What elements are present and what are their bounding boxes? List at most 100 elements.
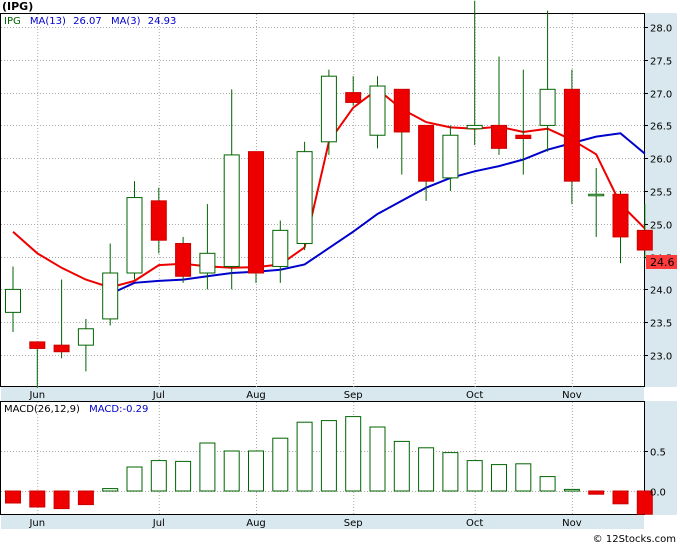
candle	[248, 151, 264, 283]
last-price-marker	[646, 255, 677, 269]
candle	[515, 69, 532, 175]
candle-body-up	[296, 151, 313, 244]
candle-body-down	[515, 134, 532, 140]
macd-bar-positive	[563, 488, 580, 492]
candle	[466, 0, 483, 146]
macd-bar-positive	[442, 452, 459, 492]
candle-body-down	[418, 124, 435, 182]
price-y-axis	[645, 13, 677, 387]
macd-bar-negative	[588, 490, 605, 495]
candle	[369, 76, 386, 149]
candle-body-down	[248, 151, 264, 274]
macd-bar-positive	[345, 416, 362, 492]
macd-legend: MACD(26,12,9) MACD:-0.29	[4, 404, 148, 415]
price-tick-label: 23.0	[650, 352, 672, 363]
price-tick-label: 26.5	[650, 122, 672, 133]
month-label: Aug	[246, 518, 266, 529]
macd-bar-positive	[296, 421, 313, 492]
candle-body-down	[612, 193, 629, 238]
month-label: Jul	[152, 390, 165, 401]
candle-body-up	[223, 154, 240, 267]
macd-bar-positive	[175, 460, 192, 492]
macd-bar-positive	[150, 460, 167, 492]
macd-bar-negative	[77, 490, 94, 506]
month-label: Nov	[562, 518, 582, 529]
candle	[296, 141, 313, 251]
price-legend: IPG MA(13) 26.07 MA(3) 24.93	[4, 16, 176, 27]
legend-ma13-value: 26.07	[73, 16, 102, 27]
candle	[418, 124, 435, 201]
legend-ma3: MA(3)	[111, 16, 141, 27]
price-panel	[0, 13, 645, 387]
price-tick-label: 26.0	[650, 155, 672, 166]
macd-bar-positive	[126, 466, 143, 492]
candle-body-up	[77, 328, 94, 346]
macd-bar-positive	[466, 460, 483, 492]
candle-body-up	[539, 88, 556, 126]
month-label: Sep	[344, 390, 363, 401]
macd-bar-positive	[539, 476, 556, 492]
candle-body-up	[320, 75, 337, 143]
candle-body-down	[563, 88, 580, 182]
candle-body-up	[442, 134, 459, 179]
macd-bar-positive	[418, 447, 435, 492]
candle	[77, 318, 94, 372]
macd-bar-positive	[199, 442, 216, 492]
candle-body-up	[102, 272, 119, 320]
macd-bar-negative	[53, 490, 70, 510]
watermark: © 12Stocks.com	[593, 534, 676, 545]
price-tick-label: 23.5	[650, 319, 672, 330]
legend-ipg: IPG	[4, 16, 21, 27]
month-label: Sep	[344, 518, 363, 529]
candle-body-up	[5, 288, 21, 313]
macd-bar-positive	[393, 440, 410, 492]
macd-tick-label: 0.5	[650, 448, 666, 459]
candle-body-down	[29, 341, 46, 349]
price-tick-label: 25.5	[650, 188, 672, 199]
candle-body-down	[636, 229, 653, 251]
candle	[29, 341, 46, 388]
candle	[150, 187, 167, 254]
candle-body-up	[272, 229, 289, 267]
candle	[175, 236, 192, 283]
price-tick-label: 25.0	[650, 221, 672, 232]
month-label: Nov	[562, 390, 582, 401]
macd-bar-negative	[612, 490, 629, 505]
candle	[491, 56, 507, 155]
month-label: Oct	[466, 390, 483, 401]
candle	[612, 191, 629, 264]
macd-bar-positive	[515, 463, 532, 492]
candle-body-up	[466, 124, 483, 130]
candle	[345, 76, 362, 106]
legend-macd-value: MACD:-0.29	[89, 404, 148, 415]
candle-body-down	[150, 200, 167, 241]
candle-body-down	[175, 242, 192, 277]
macd-bar-positive	[223, 450, 240, 492]
candle	[53, 279, 70, 359]
candle	[393, 88, 410, 175]
candle	[5, 266, 21, 333]
macd-tick-label: 0.0	[650, 488, 666, 499]
month-label: Oct	[466, 518, 483, 529]
candle	[539, 10, 556, 152]
chart-title: (IPG)	[2, 0, 33, 13]
price-date-axis	[1, 387, 644, 401]
candle	[636, 204, 653, 260]
last-price-label: 24.6	[650, 256, 675, 269]
legend-ma3-value: 24.93	[148, 16, 177, 27]
price-tick-label: 28.0	[650, 24, 672, 35]
candle	[442, 125, 459, 191]
macd-date-axis	[1, 515, 644, 529]
macd-bar-negative	[5, 490, 21, 504]
candle	[320, 69, 337, 155]
macd-bar-negative	[29, 490, 46, 508]
month-label: Jun	[28, 518, 45, 529]
macd-bar-negative	[636, 490, 653, 515]
price-tick-label: 27.0	[650, 90, 672, 101]
candle-body-down	[393, 88, 410, 133]
month-label: Jul	[152, 518, 165, 529]
macd-bar-positive	[369, 426, 386, 492]
legend-macd-params: MACD(26,12,9)	[4, 404, 80, 415]
ma13-line	[109, 132, 646, 295]
